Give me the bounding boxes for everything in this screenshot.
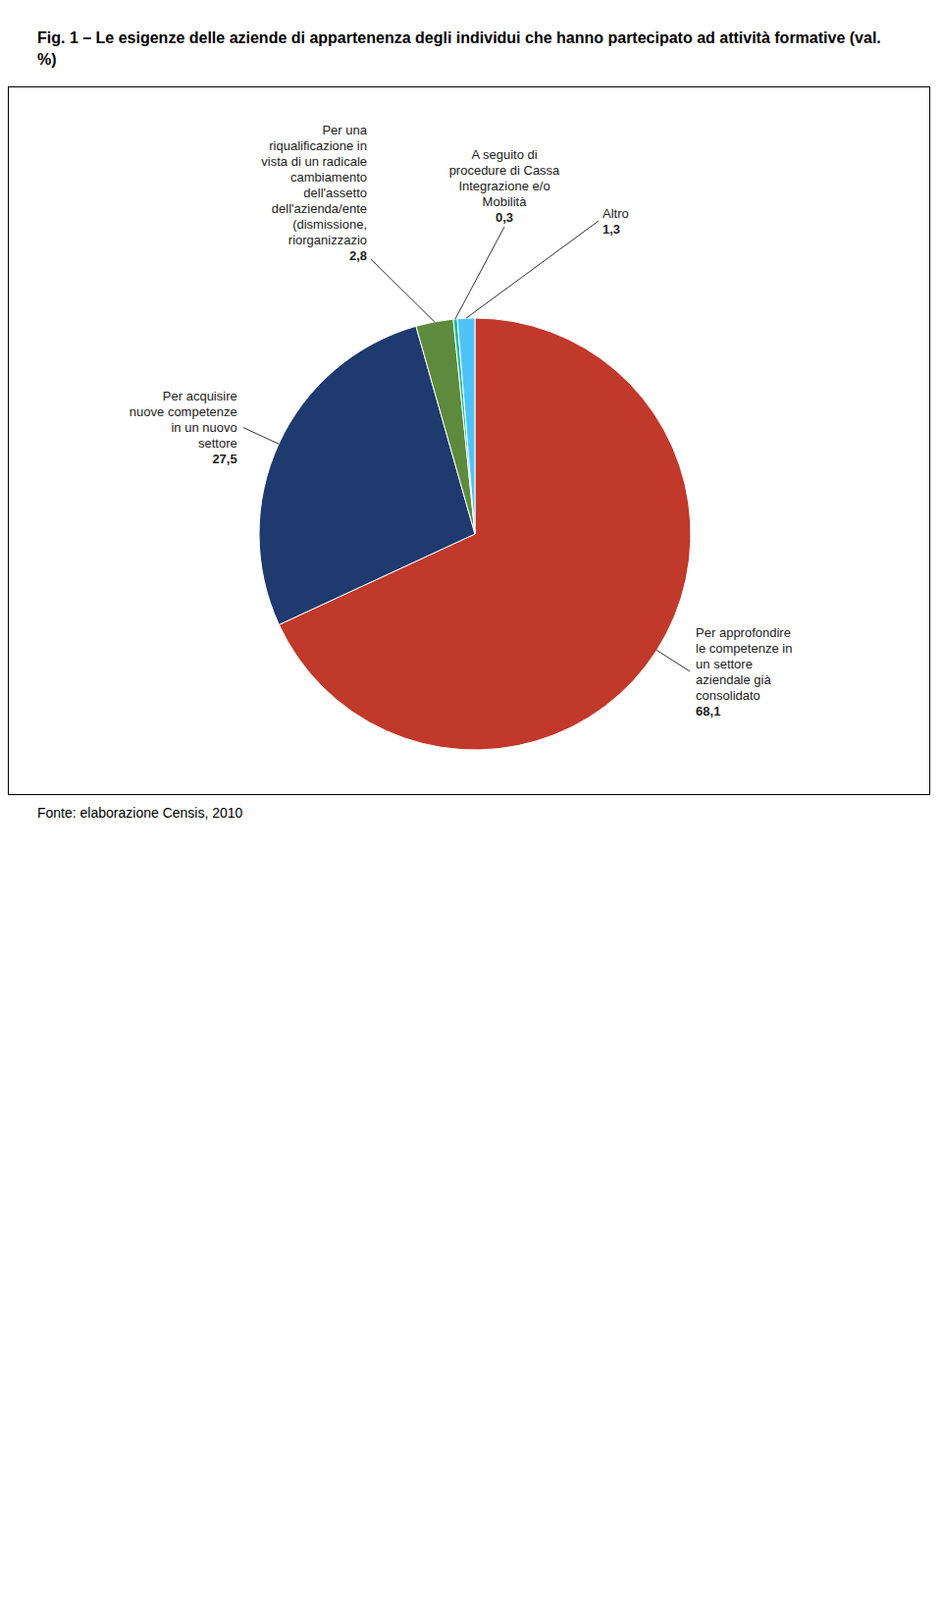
svg-text:vista di un radicale: vista di un radicale: [261, 154, 367, 169]
svg-text:1,3: 1,3: [602, 221, 621, 237]
svg-text:27,5: 27,5: [211, 451, 237, 467]
svg-text:2,8: 2,8: [349, 248, 367, 263]
svg-text:nuove competenze: nuove competenze: [129, 404, 238, 419]
svg-text:cambiamento: cambiamento: [290, 169, 367, 185]
svg-text:in un nuovo: in un nuovo: [170, 419, 237, 435]
svg-text:le competenze in: le competenze in: [695, 640, 792, 656]
svg-text:(dismissione,: (dismissione,: [292, 216, 367, 232]
svg-text:Altro: Altro: [602, 206, 629, 221]
svg-text:consolidato: consolidato: [695, 687, 761, 703]
svg-text:un settore: un settore: [695, 656, 753, 672]
html-text:Fig. 1 – Le esigenze delle azi: Fig. 1 – Le esigenze delle aziende di ap…: [37, 29, 881, 68]
svg-text:Integrazione e/o: Integrazione e/o: [458, 178, 550, 194]
svg-text:riorganizzazio: riorganizzazio: [288, 232, 367, 248]
svg-text:Per una: Per una: [321, 122, 367, 138]
html-text:Fonte: elaborazione Censis, 20: Fonte: elaborazione Censis, 2010: [37, 804, 243, 821]
svg-text:Mobilità: Mobilità: [482, 194, 528, 210]
svg-text:riqualificazione in: riqualificazione in: [268, 138, 367, 154]
svg-text:Per acquisire: Per acquisire: [162, 388, 238, 404]
svg-text:dell'azienda/ente: dell'azienda/ente: [271, 201, 367, 216]
svg-text:aziendale già: aziendale già: [695, 672, 772, 687]
svg-text:68,1: 68,1: [695, 703, 721, 719]
svg-text:procedure di Cassa: procedure di Cassa: [449, 162, 561, 178]
svg-text:A seguito di: A seguito di: [471, 147, 537, 162]
svg-text:0,3: 0,3: [495, 209, 514, 225]
svg-text:Per approfondire: Per approfondire: [695, 625, 791, 640]
svg-text:dell'assetto: dell'assetto: [303, 185, 367, 201]
svg-text:settore: settore: [198, 435, 238, 451]
